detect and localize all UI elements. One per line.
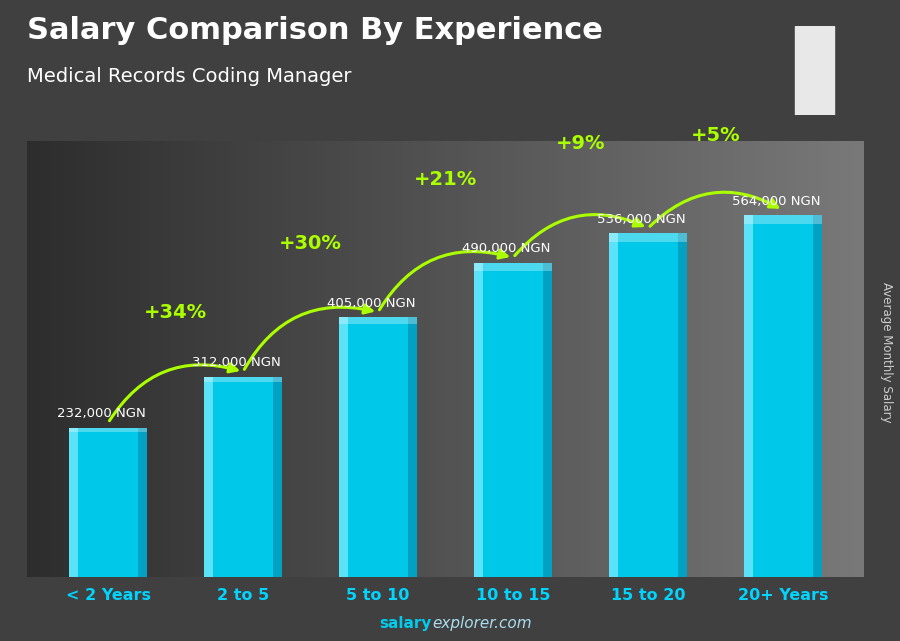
Text: salary: salary — [380, 617, 432, 631]
Bar — [339, 317, 418, 324]
Text: 405,000 NGN: 405,000 NGN — [327, 297, 416, 310]
Bar — [609, 233, 618, 577]
Text: 232,000 NGN: 232,000 NGN — [57, 408, 146, 420]
Bar — [204, 377, 213, 577]
Text: Medical Records Coding Manager: Medical Records Coding Manager — [27, 67, 352, 87]
Bar — [813, 215, 823, 577]
Text: explorer.com: explorer.com — [432, 617, 532, 631]
Text: Average Monthly Salary: Average Monthly Salary — [880, 282, 893, 423]
Bar — [204, 377, 283, 577]
Bar — [273, 377, 283, 577]
Text: 536,000 NGN: 536,000 NGN — [597, 213, 686, 226]
Bar — [408, 317, 418, 577]
Text: 312,000 NGN: 312,000 NGN — [192, 356, 281, 369]
Bar — [69, 428, 148, 432]
Bar — [339, 317, 348, 577]
Bar — [744, 215, 823, 577]
Text: +5%: +5% — [690, 126, 741, 145]
Bar — [543, 263, 553, 577]
Bar — [474, 263, 483, 577]
Bar — [339, 317, 418, 577]
Bar — [474, 263, 553, 271]
Bar — [678, 233, 688, 577]
Text: 564,000 NGN: 564,000 NGN — [732, 195, 821, 208]
Text: 490,000 NGN: 490,000 NGN — [462, 242, 551, 255]
Bar — [204, 377, 283, 382]
Bar — [744, 215, 753, 577]
Text: +34%: +34% — [144, 303, 207, 322]
Text: +21%: +21% — [414, 170, 477, 189]
Text: Salary Comparison By Experience: Salary Comparison By Experience — [27, 16, 603, 45]
Bar — [609, 233, 688, 577]
Text: +9%: +9% — [556, 134, 606, 153]
Text: +30%: +30% — [279, 234, 342, 253]
Bar — [138, 428, 148, 577]
Bar — [69, 428, 78, 577]
Bar — [69, 428, 148, 577]
Bar — [609, 233, 688, 242]
Bar — [474, 263, 553, 577]
Bar — [795, 26, 834, 115]
Bar — [744, 215, 823, 224]
